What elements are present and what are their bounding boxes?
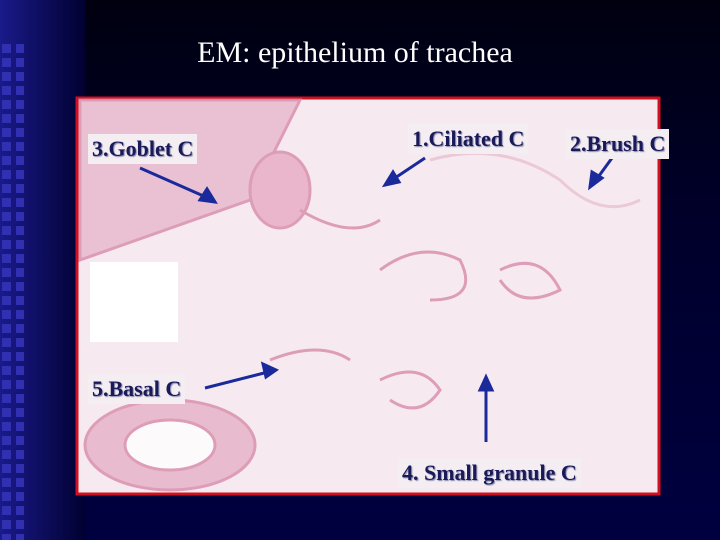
label: 4. Small granule C xyxy=(398,458,581,488)
label: 3.Goblet C xyxy=(88,134,198,164)
label: 1.Ciliated C xyxy=(408,124,529,154)
label: 5.Basal C xyxy=(88,374,186,404)
arrows xyxy=(139,156,614,442)
label: 2.Brush C xyxy=(566,129,670,159)
blank-patch xyxy=(90,262,178,342)
square-pattern xyxy=(2,40,24,540)
slide-title: EM: epithelium of trachea xyxy=(197,36,513,69)
